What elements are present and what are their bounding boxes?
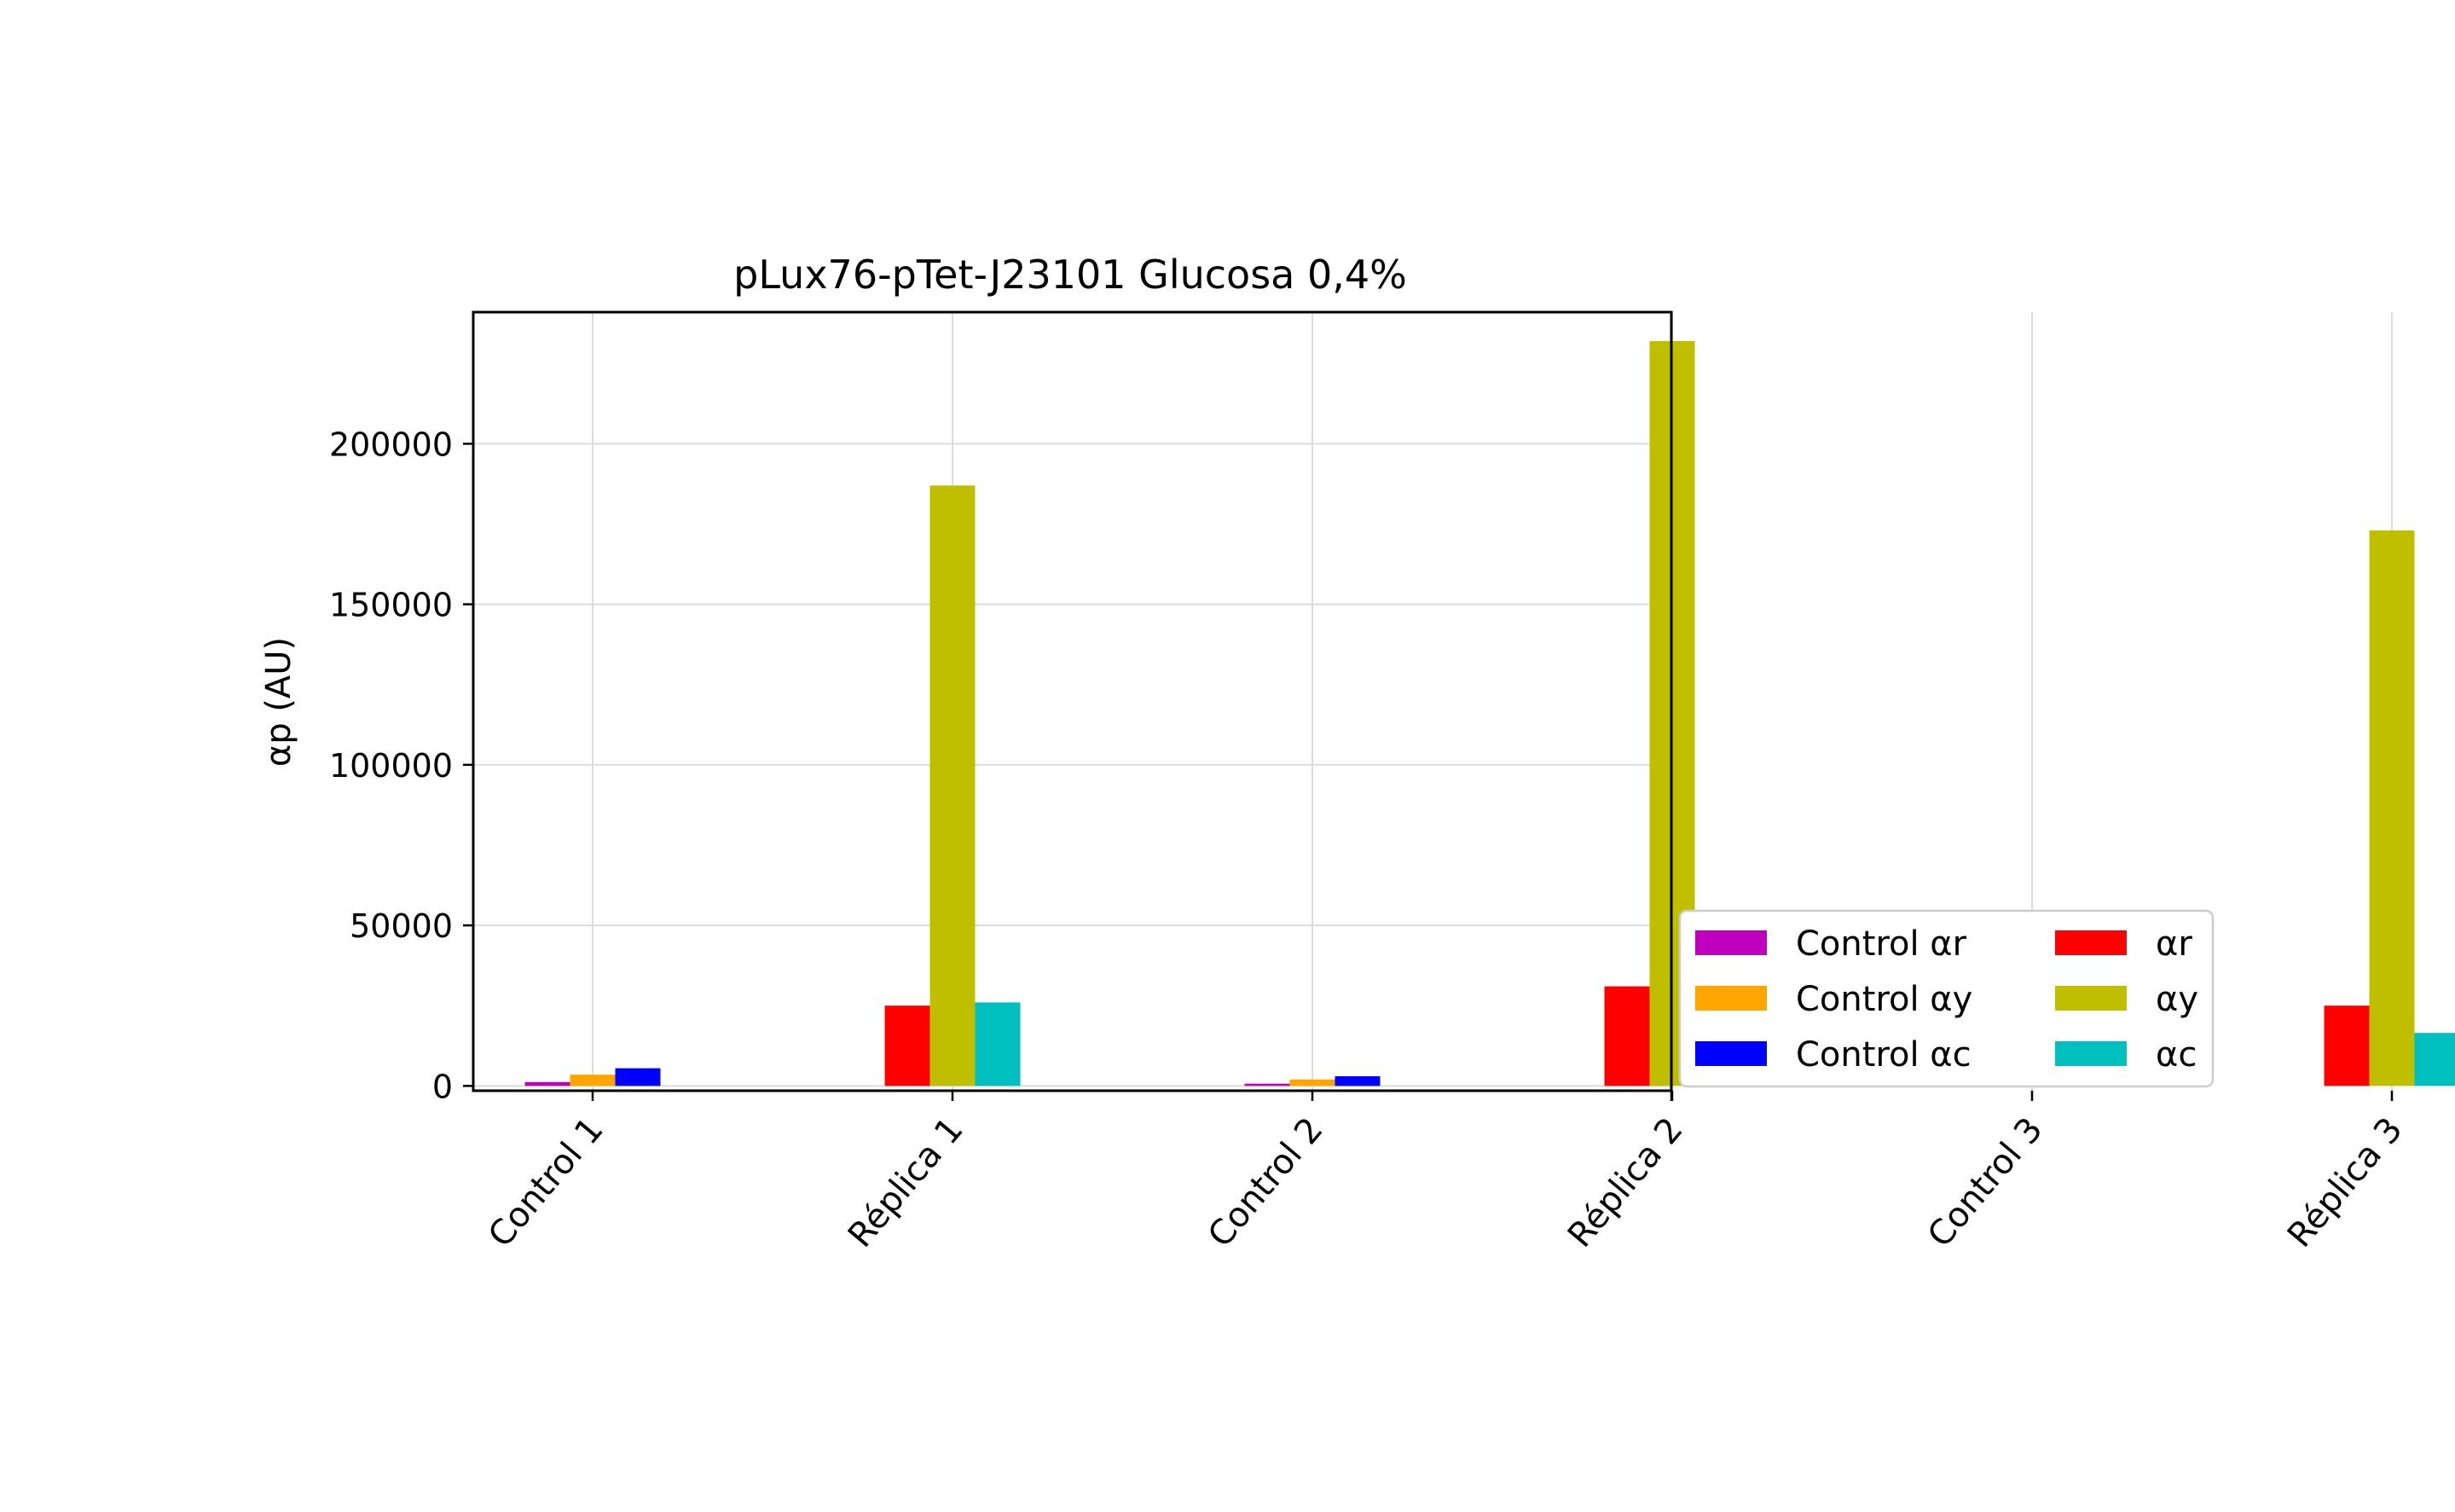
chart-title: pLux76-pTet-J23101 Glucosa 0,4% xyxy=(733,252,1407,298)
plot-frame xyxy=(472,310,1673,1092)
legend-label: Control αr xyxy=(1796,924,1967,964)
bar xyxy=(929,485,976,1086)
y-tick-label: 150000 xyxy=(329,587,453,624)
legend-swatch xyxy=(1695,1041,1767,1066)
bar xyxy=(1335,1076,1381,1086)
bar xyxy=(2324,1005,2370,1086)
legend-swatch xyxy=(2055,986,2127,1011)
legend-label: αy xyxy=(2156,980,2198,1019)
legend-label: Control αc xyxy=(1796,1035,1972,1075)
legend-swatch xyxy=(2055,930,2127,955)
y-tick-label: 200000 xyxy=(329,426,453,463)
legend-swatch xyxy=(1695,930,1767,955)
legend-swatch xyxy=(2055,1041,2127,1066)
bar xyxy=(1244,1083,1290,1086)
y-tick-label: 50000 xyxy=(350,907,453,945)
y-tick-label: 100000 xyxy=(329,747,453,785)
bar xyxy=(975,1002,1021,1086)
bar xyxy=(1604,986,1650,1086)
legend-swatch xyxy=(1695,986,1767,1011)
bar xyxy=(2369,530,2415,1086)
bar xyxy=(570,1075,616,1086)
bar xyxy=(524,1081,570,1086)
legend-label: Control αy xyxy=(1796,980,1972,1019)
legend-label: αc xyxy=(2156,1035,2197,1075)
bar xyxy=(2414,1033,2455,1086)
bar xyxy=(615,1068,661,1086)
bar xyxy=(1289,1079,1335,1086)
legend-label: αr xyxy=(2156,924,2192,964)
legend: Control αr Control αy Control αc αr αy αc xyxy=(1678,909,2215,1088)
y-tick-label: 0 xyxy=(432,1068,453,1105)
bar xyxy=(884,1005,930,1086)
y-axis-label: αp (AU) xyxy=(259,637,298,767)
